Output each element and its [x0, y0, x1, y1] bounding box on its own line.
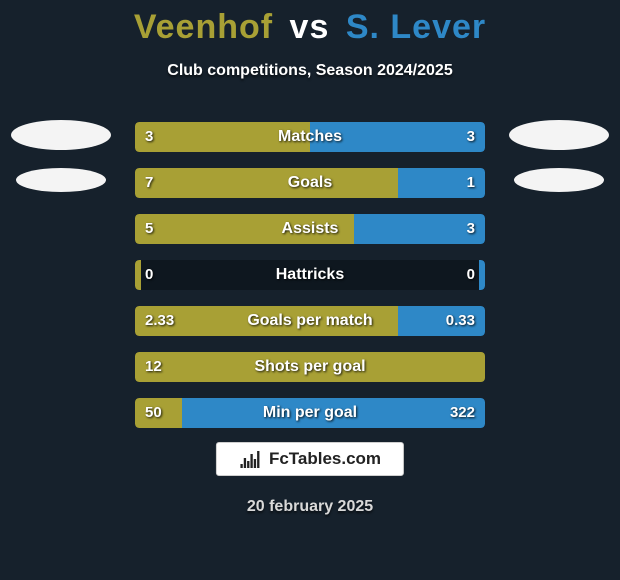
brand-text: FcTables.com [269, 449, 381, 469]
stat-row: 00Hattricks [135, 260, 485, 290]
stats-bars: 33Matches 71Goals 53Assists 00Hattricks 2.33… [135, 122, 485, 444]
stat-row: 50322Min per goal [135, 398, 485, 428]
stat-row: 71Goals [135, 168, 485, 198]
stat-row: 12Shots per goal [135, 352, 485, 382]
stat-row: 33Matches [135, 122, 485, 152]
bar-right-fill [354, 214, 485, 244]
player-left-name: Veenhof [134, 8, 273, 46]
bar-left-fill [135, 260, 141, 290]
bar-right-fill [479, 260, 485, 290]
stat-row: 2.330.33Goals per match [135, 306, 485, 336]
bar-right-fill [182, 398, 485, 428]
avatar-placeholder-icon [16, 168, 106, 192]
bar-left-fill [135, 168, 398, 198]
bar-left-fill [135, 398, 182, 428]
stat-row: 53Assists [135, 214, 485, 244]
bar-left-fill [135, 352, 485, 382]
generated-date: 20 february 2025 [0, 498, 620, 516]
avatar-placeholder-icon [11, 120, 111, 150]
avatar-left [6, 120, 116, 192]
bar-left-fill [135, 306, 398, 336]
brand-badge[interactable]: FcTables.com [216, 442, 404, 476]
comparison-title: Veenhof vs S. Lever [0, 8, 620, 47]
bar-track [135, 260, 485, 290]
bar-right-fill [398, 306, 486, 336]
avatar-placeholder-icon [514, 168, 604, 192]
avatar-placeholder-icon [509, 120, 609, 150]
avatar-right [504, 120, 614, 192]
subtitle: Club competitions, Season 2024/2025 [0, 62, 620, 80]
player-right-name: S. Lever [346, 8, 486, 46]
bar-right-fill [398, 168, 486, 198]
bar-left-fill [135, 122, 310, 152]
bar-left-fill [135, 214, 354, 244]
bar-chart-icon [239, 450, 261, 468]
bar-right-fill [310, 122, 485, 152]
title-vs: vs [284, 8, 336, 46]
